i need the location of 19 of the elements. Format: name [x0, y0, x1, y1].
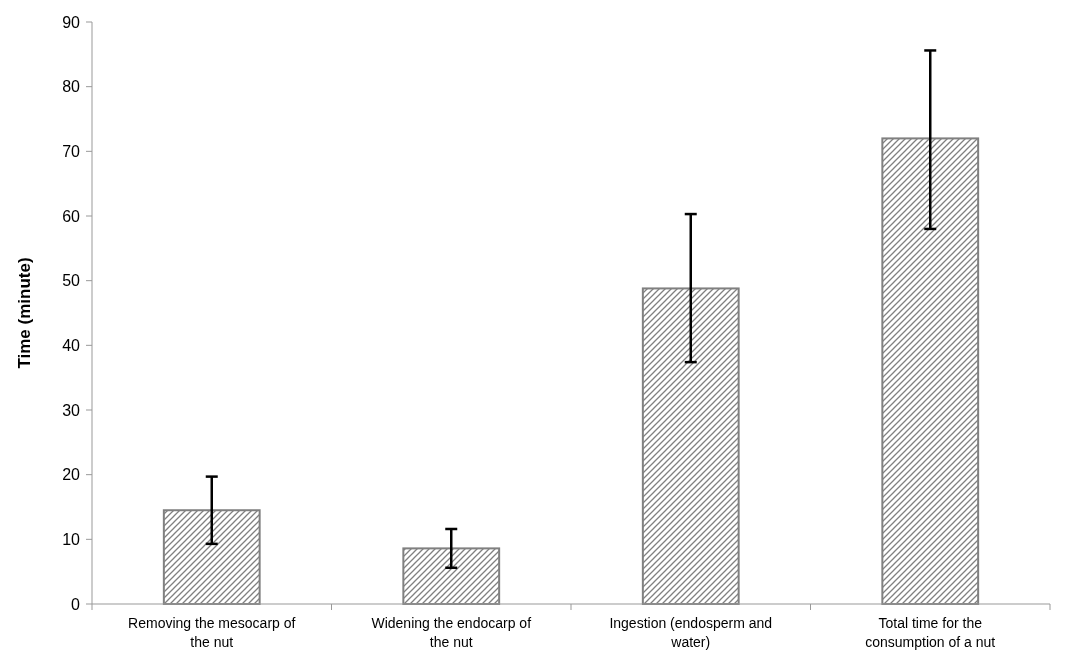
y-tick-label: 90: [62, 13, 81, 31]
x-tick-label: Widening the endocarp of the nut: [371, 615, 532, 650]
y-tick-label: 40: [62, 336, 81, 354]
y-tick-label: 70: [62, 142, 81, 160]
x-tick-label: Ingestion (endosperm and water): [609, 615, 773, 650]
bar: [162, 509, 261, 605]
y-axis-title: Time (minute): [15, 257, 34, 369]
y-tick-label: 60: [62, 207, 81, 225]
y-tick-label: 50: [62, 272, 81, 290]
y-tick-label: 10: [62, 530, 81, 548]
bar: [402, 547, 501, 605]
bar: [641, 287, 740, 605]
y-tick-label: 30: [62, 401, 81, 419]
bar: [881, 137, 980, 605]
x-tick-label: Removing the mesocarp of the nut: [128, 615, 296, 650]
x-tick-label: Total time for the consumption of a nut: [865, 615, 996, 650]
y-tick-label: 20: [62, 466, 81, 484]
y-tick-label: 80: [62, 78, 81, 96]
y-tick-label: 0: [71, 595, 81, 613]
